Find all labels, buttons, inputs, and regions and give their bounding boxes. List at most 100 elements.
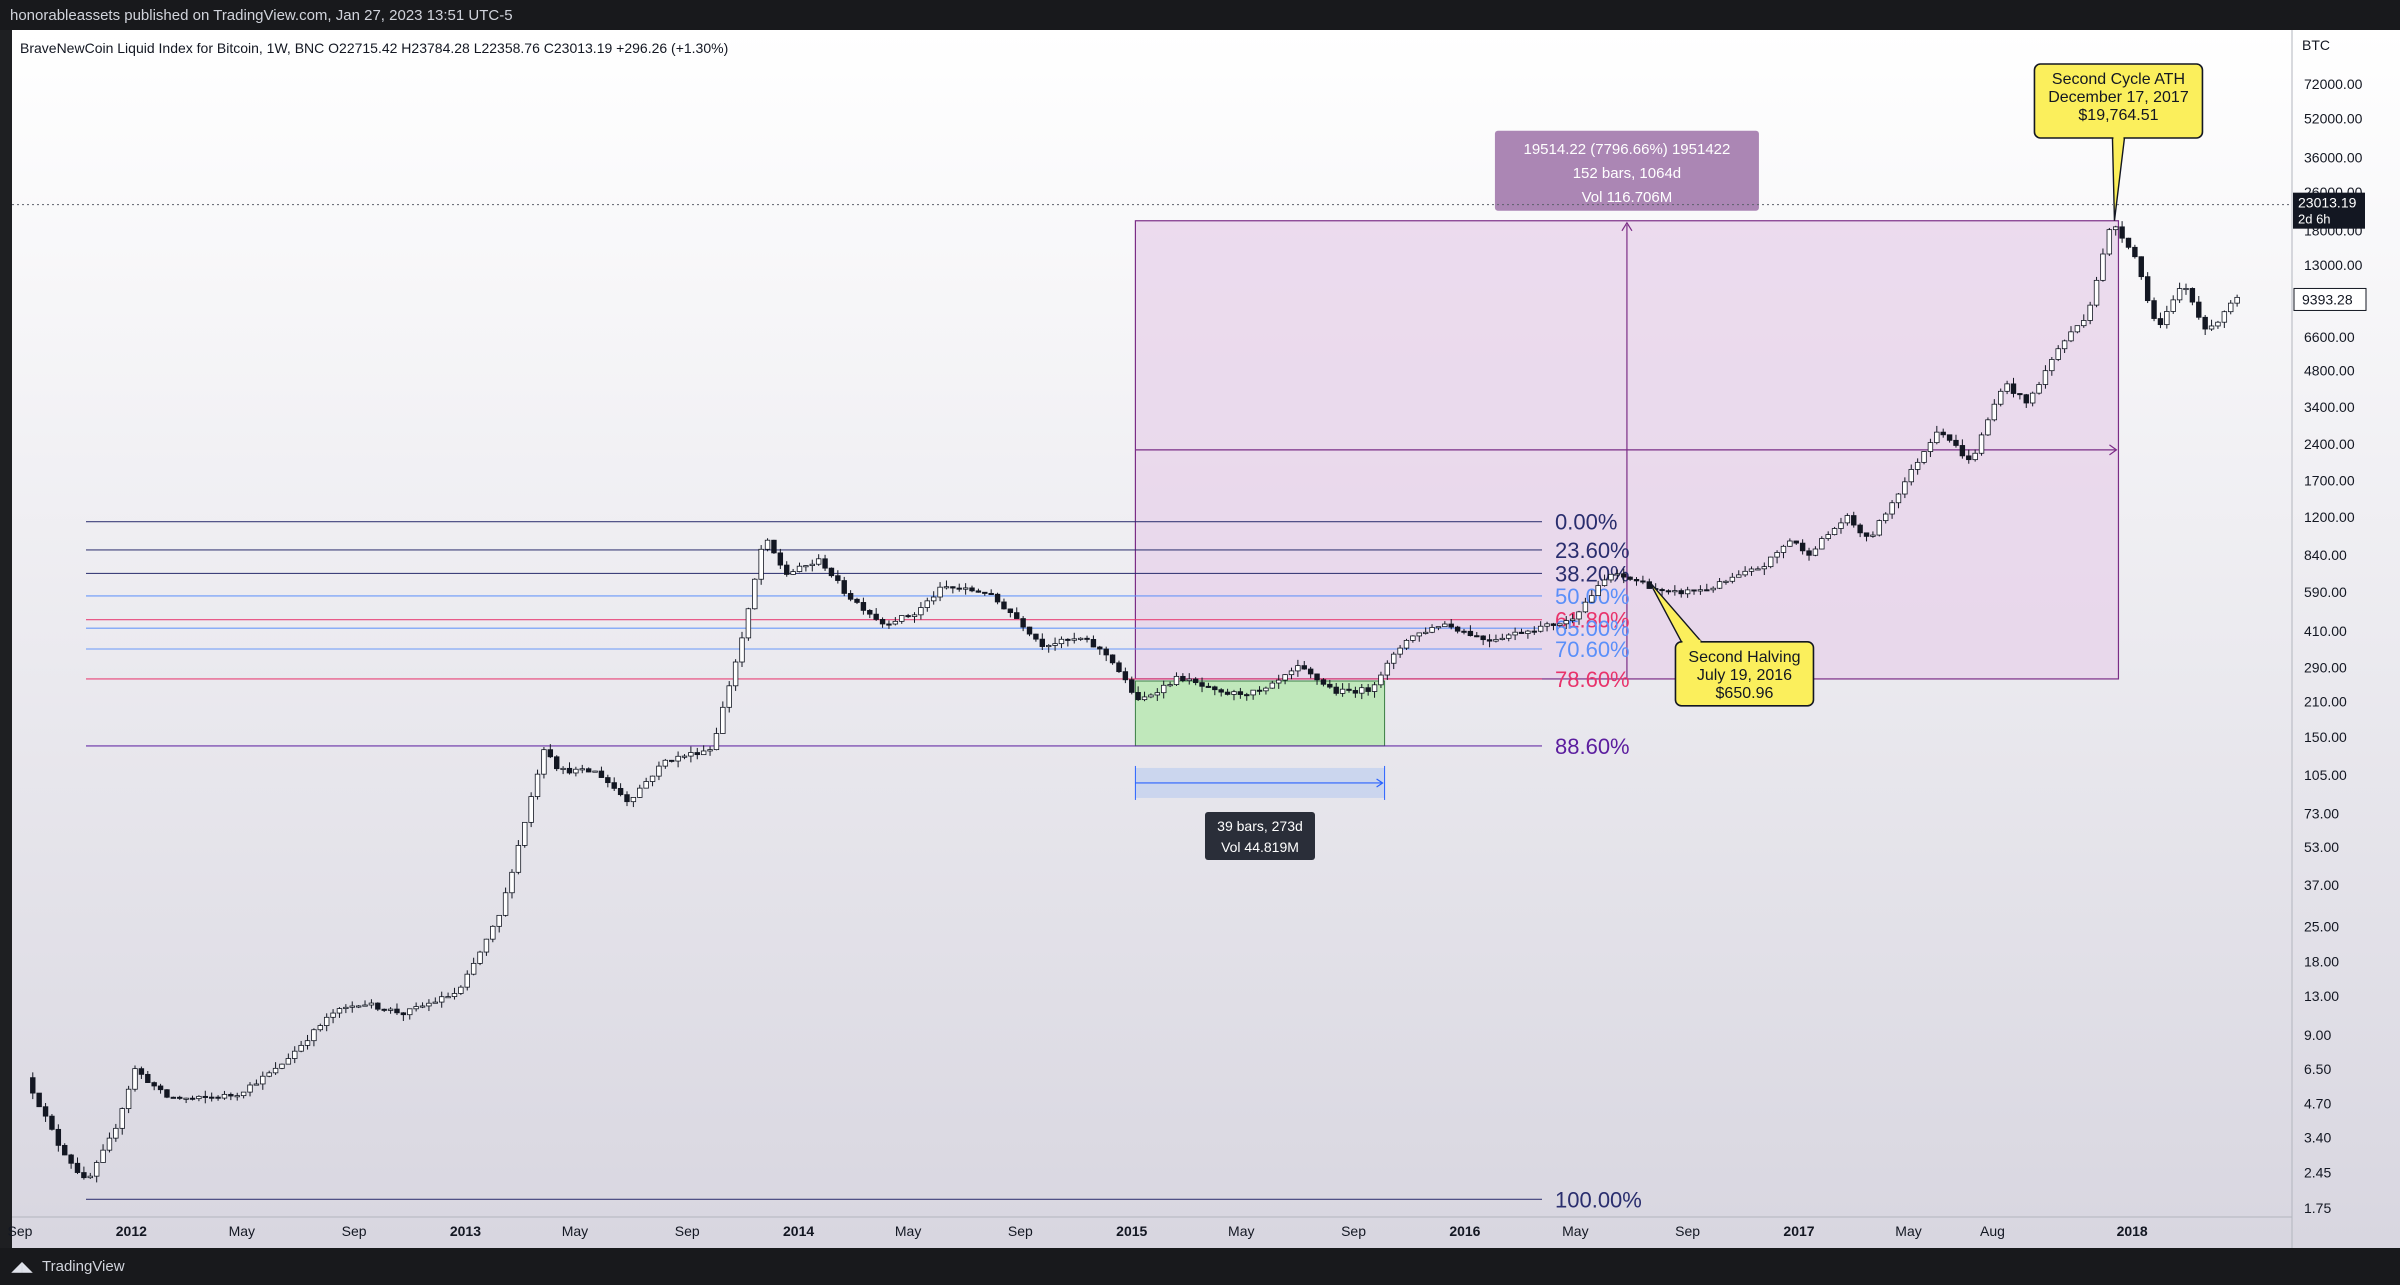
candle [1007, 608, 1014, 614]
callout-text: $19,764.51 [2078, 107, 2158, 124]
candle [1557, 623, 1563, 626]
candle [445, 996, 451, 999]
candle [1723, 580, 1729, 583]
candle [796, 565, 803, 572]
time-axis-tick: 2013 [450, 1223, 481, 1239]
candle [2100, 253, 2106, 281]
candle [2196, 301, 2202, 318]
candle [585, 768, 592, 773]
candle [1806, 550, 1812, 556]
candle [2164, 311, 2170, 326]
candle [1914, 461, 1921, 470]
candle [266, 1072, 272, 1077]
candle [234, 1095, 240, 1098]
candle [669, 759, 675, 762]
candle [2055, 348, 2061, 360]
candle [1435, 626, 1442, 629]
candle [1793, 540, 1799, 544]
candle [1486, 639, 1493, 642]
candle [1333, 686, 1339, 694]
candle [1071, 638, 1077, 641]
candle [1116, 662, 1122, 673]
callout-box[interactable] [1674, 641, 1815, 707]
price-axis-tick: 2400.00 [2304, 436, 2355, 452]
candle [477, 951, 483, 964]
candle [1851, 515, 1857, 526]
candle [1908, 469, 1914, 483]
range-info-box [1494, 130, 1759, 211]
candle [349, 1005, 355, 1008]
legend-text: BraveNewCoin Liquid Index for Bitcoin, 1… [20, 40, 729, 56]
candle [1256, 689, 1263, 692]
candle [1097, 646, 1103, 650]
candle [1077, 637, 1084, 640]
candle [2113, 226, 2119, 231]
footer-brand[interactable]: TradingView [42, 1258, 125, 1275]
candle [1205, 685, 1212, 688]
candle [1320, 679, 1327, 685]
candle [1633, 579, 1640, 582]
candle [732, 661, 739, 687]
tradingview-logo-icon[interactable]: ◢◣ [11, 1258, 33, 1275]
candle [228, 1093, 234, 1097]
price-axis-tick: 6600.00 [2304, 329, 2355, 345]
candle [1244, 694, 1250, 697]
candle [1314, 673, 1320, 681]
candle [1135, 692, 1141, 701]
candle [1237, 691, 1244, 695]
candle [1410, 635, 1416, 641]
candle [1742, 570, 1748, 576]
candle [1442, 623, 1448, 628]
candle [1953, 439, 1959, 446]
price-axis-tick: 73.00 [2304, 805, 2339, 821]
price-axis-tick: 4.70 [2304, 1095, 2331, 1111]
time-axis-tick: May [1895, 1223, 1921, 1239]
candle [598, 770, 605, 778]
candle [49, 1115, 55, 1130]
candle [2132, 246, 2138, 258]
candle [74, 1162, 81, 1173]
candle [1180, 675, 1186, 681]
candle [100, 1149, 106, 1163]
candle [1167, 684, 1173, 687]
candle [490, 925, 496, 940]
candle [177, 1096, 183, 1099]
candle [2087, 304, 2093, 321]
candle [343, 1006, 349, 1009]
candle [2036, 384, 2042, 394]
candle [617, 787, 624, 796]
candle [1729, 576, 1736, 582]
price-axis-tick: 18.00 [2304, 953, 2339, 969]
candle [745, 608, 752, 639]
candle [55, 1128, 62, 1146]
candle [413, 1006, 419, 1010]
published-header: honorableassets published on TradingView… [0, 0, 2400, 30]
candle [988, 592, 994, 595]
candle [937, 586, 943, 598]
candle [253, 1083, 260, 1086]
candle [2208, 325, 2215, 330]
candle [1697, 589, 1704, 592]
candle [2074, 325, 2081, 333]
candle [1454, 626, 1461, 632]
candle [656, 765, 662, 777]
price-axis-tick: 36000.00 [2304, 149, 2363, 165]
candle [1148, 694, 1154, 698]
candle [2183, 288, 2189, 291]
candle [1173, 675, 1180, 685]
candle [528, 796, 534, 823]
candle [2119, 226, 2125, 239]
candle [975, 590, 982, 593]
candle [183, 1097, 189, 1100]
time-axis-tick: Sep [675, 1223, 700, 1239]
candle [1282, 674, 1288, 681]
candle [1921, 451, 1927, 463]
candle [803, 565, 809, 568]
candle [1736, 574, 1742, 578]
candle [157, 1085, 164, 1091]
candle [1831, 528, 1838, 536]
candle [1014, 612, 1020, 619]
callout-text: Second Halving [1688, 649, 1800, 666]
price-axis-tick: 1200.00 [2304, 509, 2355, 525]
chart-area[interactable]: 0.00%23.60%38.20%50.00%61.80%65.00%70.60… [0, 30, 2400, 1248]
